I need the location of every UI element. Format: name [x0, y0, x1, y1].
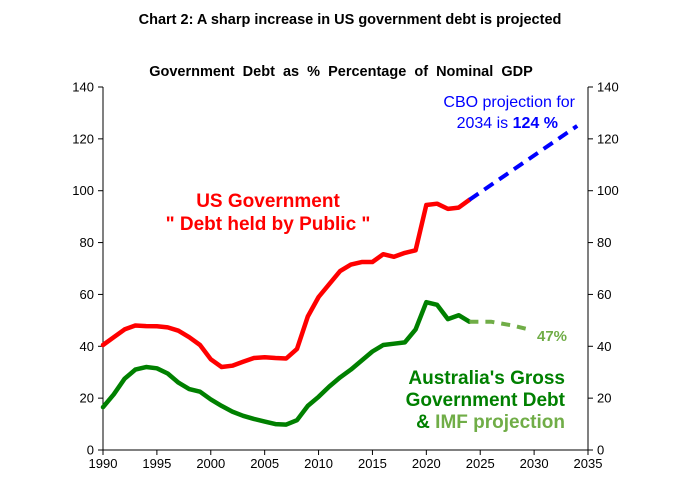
y-tick-label-left: 100 — [72, 183, 94, 198]
series-line-us — [100, 197, 472, 370]
us-label-line1: US Government — [196, 191, 340, 212]
y-tick-label-right: 60 — [597, 287, 611, 302]
x-tick-label: 2005 — [250, 456, 279, 471]
y-tick-label-right: 140 — [597, 80, 619, 95]
y-tick-label-left: 0 — [87, 443, 94, 458]
y-tick-label-left: 140 — [72, 80, 94, 95]
x-tick-label: 2035 — [574, 456, 603, 471]
chart-subtitle: Government Debt as % Percentage of Nomin… — [149, 64, 533, 80]
aus-label-line1: Australia's Gross — [408, 368, 565, 389]
cbo-label-value: 124 % — [513, 115, 558, 132]
aus-label-imf: IMF projection — [435, 412, 565, 433]
x-tick-label: 2015 — [358, 456, 387, 471]
aus-label-line2: Government Debt — [406, 390, 566, 411]
y-tick-label-right: 120 — [597, 131, 619, 146]
series-line-aus — [100, 299, 472, 427]
y-tick-label-right: 20 — [597, 391, 611, 406]
y-tick-label-right: 80 — [597, 235, 611, 250]
y-tick-label-left: 20 — [80, 391, 94, 406]
x-tick-label: 2020 — [412, 456, 441, 471]
cbo-label-line1: CBO projection for — [443, 94, 575, 111]
x-tick-label: 1995 — [142, 456, 171, 471]
x-tick-label: 2010 — [304, 456, 333, 471]
y-tick-label-right: 0 — [597, 443, 604, 458]
imf-projection-value: 47% — [537, 328, 567, 345]
y-tick-label-left: 40 — [80, 339, 94, 354]
y-tick-label-left: 60 — [80, 287, 94, 302]
us-label-line2: " Debt held by Public " — [166, 214, 371, 235]
x-tick-label: 2025 — [466, 456, 495, 471]
y-tick-label-left: 80 — [80, 235, 94, 250]
series-line-us-projection — [468, 124, 579, 202]
series-line-aus-projection — [469, 319, 530, 332]
x-tick-label: 2030 — [520, 456, 549, 471]
x-tick-label: 2000 — [196, 456, 225, 471]
series-layer — [100, 124, 579, 427]
y-tick-label-right: 40 — [597, 339, 611, 354]
cbo-label-prefix: 2034 is — [457, 115, 513, 132]
chart-title: Chart 2: A sharp increase in US governme… — [139, 12, 562, 28]
y-tick-label-right: 100 — [597, 183, 619, 198]
y-tick-label-left: 120 — [72, 131, 94, 146]
cbo-label-line2: 2034 is 124 % — [457, 115, 558, 132]
aus-label-amp: & — [416, 412, 435, 433]
aus-label-line3: & IMF projection — [416, 412, 565, 433]
x-tick-label: 1990 — [89, 456, 118, 471]
